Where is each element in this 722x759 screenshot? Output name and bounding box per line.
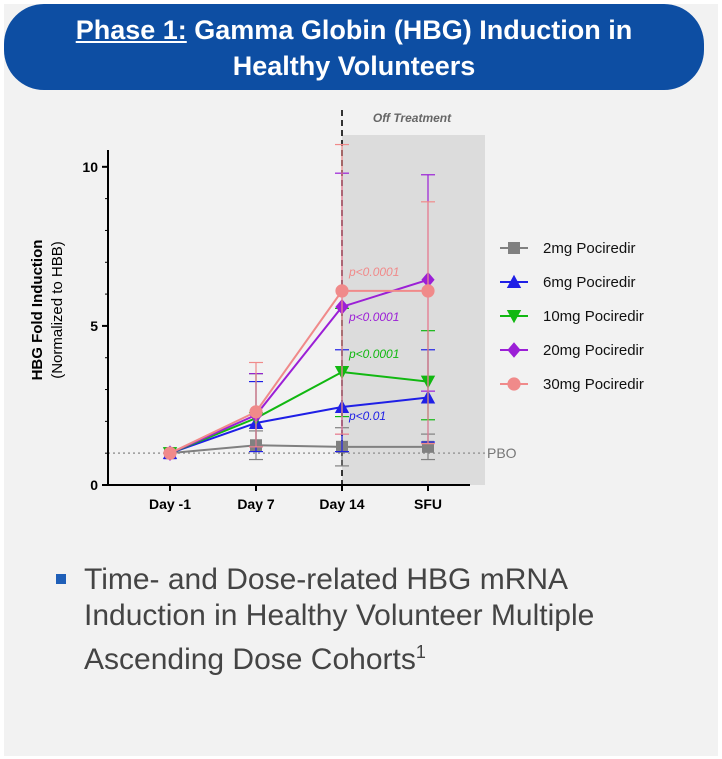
page-title-line1: Phase 1: Gamma Globin (HBG) Induction in (4, 12, 704, 48)
legend-label: 2mg Pociredir (543, 240, 636, 257)
phase-label: Phase 1: (75, 15, 187, 45)
legend-item: 2mg Pociredir (500, 240, 636, 257)
legend-label: 10mg Pociredir (543, 308, 644, 325)
data-point (249, 405, 263, 419)
y-axis-label: HBG Fold Induction (29, 240, 46, 381)
fold-induction-chart: Off Treatment PBO 0 5 10 Day -1 Day 7 Day 14 SFU… (29, 110, 644, 512)
x-tick-label: Day 14 (319, 496, 364, 512)
p-value-annotation: p<0.01 (348, 409, 386, 423)
data-point (421, 284, 435, 298)
series-line (169, 444, 428, 455)
data-point (335, 284, 349, 298)
x-tick-label: SFU (414, 496, 442, 512)
legend-item: 10mg Pociredir (500, 308, 644, 325)
series-line (169, 396, 429, 455)
legend-label: 20mg Pociredir (543, 342, 644, 359)
data-point (163, 446, 177, 460)
legend-item: 6mg Pociredir (500, 274, 636, 291)
bullet-square-icon (56, 574, 66, 584)
series-5 (163, 143, 435, 460)
p-value-annotation: p<0.0001 (348, 310, 399, 324)
legend-marker (508, 242, 520, 254)
p-value-annotation: p<0.0001 (348, 347, 399, 361)
legend-marker (506, 274, 522, 288)
p-value-annotation: p<0.0001 (348, 265, 399, 279)
legend-label: 30mg Pociredir (543, 376, 644, 393)
page-title-line2: Healthy Volunteers (232, 51, 476, 81)
y-axis-sublabel: (Normalized to HBB) (49, 241, 66, 379)
x-tick-label: Day 7 (237, 496, 275, 512)
legend-item: 30mg Pociredir (500, 376, 644, 393)
x-tick-label: Day -1 (149, 496, 191, 512)
series-line (169, 289, 428, 455)
legend-marker (506, 310, 522, 324)
legend: 2mg Pociredir 6mg Pociredir 10mg Pociredir… (500, 240, 644, 393)
bullet-text: Time- and Dose-related HBG mRNA Inductio… (84, 562, 684, 678)
legend-marker (507, 377, 521, 391)
title-banner: Phase 1: Gamma Globin (HBG) Induction in… (4, 4, 704, 90)
y-tick-label: 0 (90, 477, 98, 493)
title-text: Gamma Globin (HBG) Induction in (186, 15, 633, 45)
off-treatment-region (342, 135, 485, 485)
legend-label: 6mg Pociredir (543, 274, 636, 291)
series-line (169, 371, 429, 455)
legend-item: 20mg Pociredir (500, 342, 644, 359)
series-line (169, 278, 429, 455)
footnote-marker: 1 (415, 642, 426, 662)
bullet-main-text: Time- and Dose-related HBG mRNA Inductio… (84, 563, 595, 676)
legend-marker (507, 342, 521, 358)
y-tick-label: 10 (82, 159, 98, 175)
y-tick-label: 5 (90, 318, 98, 334)
off-treatment-label: Off Treatment (373, 111, 452, 125)
pbo-label: PBO (487, 445, 517, 461)
